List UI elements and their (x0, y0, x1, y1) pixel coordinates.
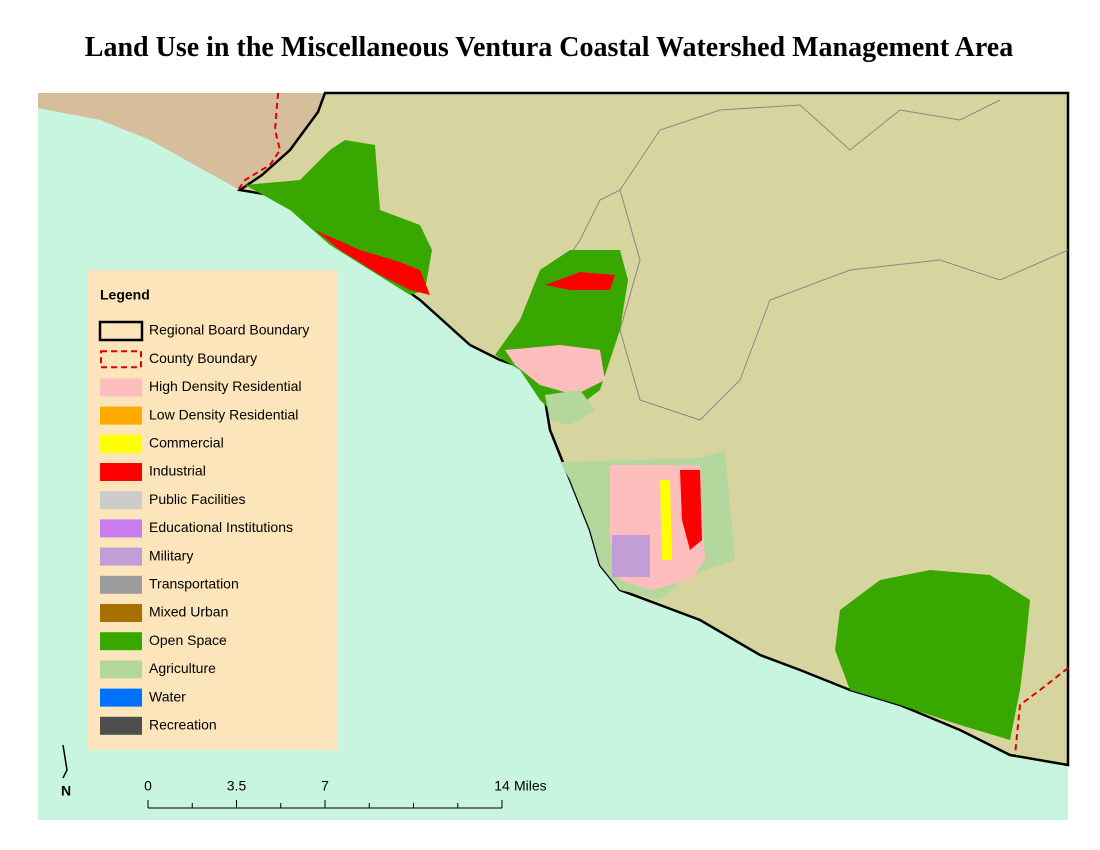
legend-label: Regional Board Boundary (149, 322, 309, 338)
legend-swatch (100, 491, 142, 510)
legend-label: Transportation (149, 576, 239, 592)
legend-label: Agriculture (149, 660, 216, 676)
scale-label: 7 (321, 778, 329, 794)
legend-swatch (100, 660, 142, 679)
legend-swatch (100, 519, 142, 538)
legend-label: High Density Residential (149, 378, 302, 394)
legend-label: County Boundary (149, 350, 257, 366)
legend-label: Mixed Urban (149, 604, 228, 620)
legend-label: Water (149, 688, 186, 704)
scale-label: 3.5 (227, 778, 247, 794)
legend-swatch (100, 463, 142, 481)
legend-swatch (98, 320, 144, 342)
legend-swatch (100, 632, 142, 651)
scale-label: 0 (144, 778, 152, 794)
legend-swatch (100, 406, 142, 425)
north-arrow: N (61, 744, 71, 799)
legend-label: Low Density Residential (149, 406, 298, 422)
scale-unit: Miles (514, 778, 547, 794)
legend-label: Open Space (149, 632, 227, 648)
legend-swatch (100, 716, 142, 735)
scale-bar: 0 3.5 7 14 Miles (144, 778, 547, 809)
map-title: Land Use in the Miscellaneous Ventura Co… (85, 32, 1013, 63)
legend-swatch (100, 350, 142, 369)
legend-swatch (100, 575, 142, 594)
legend-label: Public Facilities (149, 491, 245, 507)
legend-swatch (100, 688, 142, 707)
legend-swatch (100, 547, 142, 566)
legend-label: Industrial (149, 463, 206, 479)
scale-label: 14 (494, 778, 510, 794)
legend-label: Educational Institutions (149, 519, 293, 535)
legend-label: Commercial (149, 435, 224, 451)
legend-label: Recreation (149, 717, 217, 733)
legend-title: Legend (100, 287, 150, 303)
legend-swatch (100, 378, 142, 397)
north-label: N (61, 783, 71, 799)
legend-label: Military (149, 547, 193, 563)
legend-swatch (100, 604, 142, 622)
legend: Regional Board Boundary County Boundary Hi… (98, 320, 309, 735)
legend-swatch (100, 434, 142, 453)
